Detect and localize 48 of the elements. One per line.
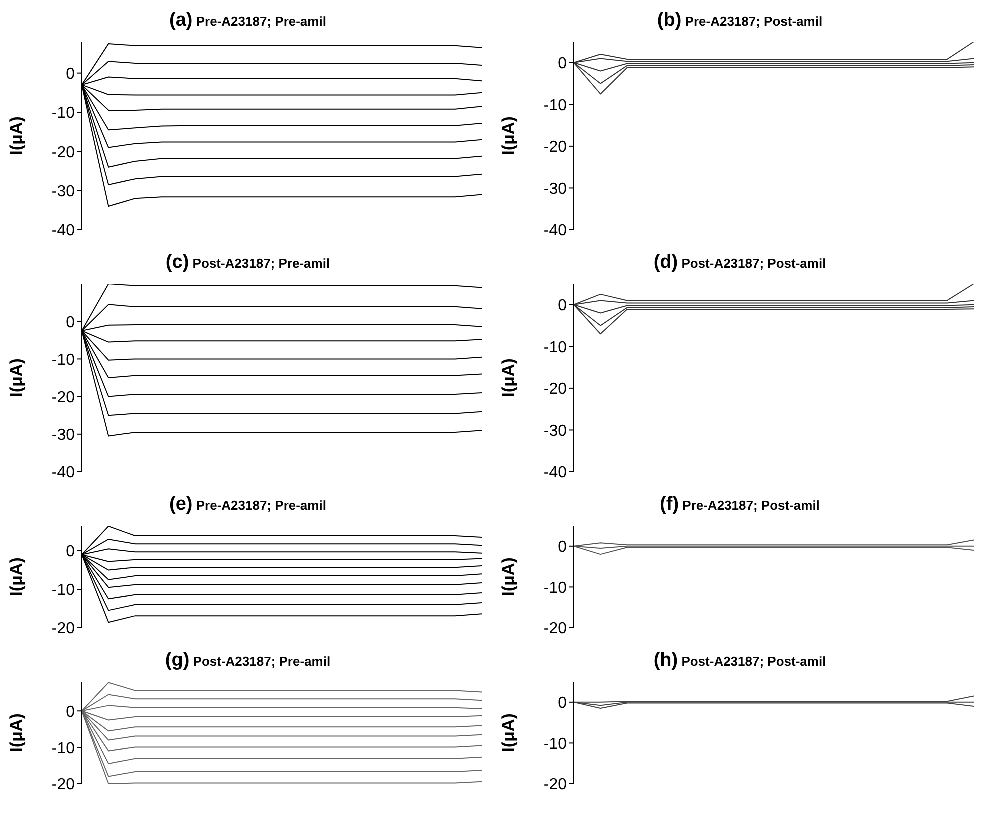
y-tick-label: -40 xyxy=(52,222,76,240)
y-tick-label: -10 xyxy=(52,740,76,758)
y-axis-title: I(μA) xyxy=(7,714,26,752)
y-tick-label: -10 xyxy=(52,352,76,369)
chart-title: (f) Pre-A23187; Post-amil xyxy=(660,494,820,515)
y-tick-label: 0 xyxy=(66,704,76,721)
y-tick-label: 0 xyxy=(66,314,76,332)
y-tick-label: -20 xyxy=(52,776,76,794)
y-tick-label: -20 xyxy=(52,620,76,638)
y-tick-label: -10 xyxy=(544,580,568,597)
y-tick-label: 0 xyxy=(558,298,568,315)
y-tick-label: -20 xyxy=(544,139,568,156)
y-tick-label: 0 xyxy=(66,66,76,84)
chart-title: (b) Pre-A23187; Post-amil xyxy=(657,10,823,31)
y-axis-title: I(μA) xyxy=(499,358,518,398)
y-axis-title: I(μA) xyxy=(7,558,26,596)
y-tick-label: -20 xyxy=(52,389,76,406)
y-tick-label: 0 xyxy=(66,544,76,561)
chart-title: (d) Post-A23187; Post-amil xyxy=(654,252,826,273)
y-tick-label: -10 xyxy=(52,105,76,122)
y-tick-label: -40 xyxy=(544,464,568,482)
y-tick-label: 0 xyxy=(558,539,568,556)
chart-title: (g) Post-A23187; Pre-amil xyxy=(165,650,331,671)
y-tick-label: -40 xyxy=(544,222,568,240)
y-tick-label: -20 xyxy=(544,776,568,794)
y-tick-label: -10 xyxy=(544,97,568,114)
y-tick-label: -30 xyxy=(52,184,76,201)
y-tick-label: -20 xyxy=(544,620,568,638)
y-tick-label: -30 xyxy=(52,427,76,444)
y-axis-title: I(μA) xyxy=(499,116,518,156)
y-tick-label: -10 xyxy=(544,339,568,356)
y-tick-label: -10 xyxy=(544,736,568,753)
y-axis-title: I(μA) xyxy=(499,558,518,596)
chart-title: (c) Post-A23187; Pre-amil xyxy=(166,252,330,273)
chart-title: (e) Pre-A23187; Pre-amil xyxy=(170,494,326,515)
y-tick-label: -30 xyxy=(544,422,568,440)
chart-title: (a) Pre-A23187; Pre-amil xyxy=(170,10,326,31)
y-axis-title: I(μA) xyxy=(7,116,26,156)
y-tick-label: -30 xyxy=(544,180,568,198)
y-tick-label: 0 xyxy=(558,56,568,73)
y-axis-title: I(μA) xyxy=(7,358,26,398)
y-tick-label: -20 xyxy=(52,144,76,162)
chart-title: (h) Post-A23187; Post-amil xyxy=(654,650,826,671)
y-axis-title: I(μA) xyxy=(499,714,518,752)
y-tick-label: -20 xyxy=(544,381,568,398)
y-tick-label: -10 xyxy=(52,582,76,600)
y-tick-label: 0 xyxy=(558,695,568,712)
y-tick-label: -40 xyxy=(52,464,76,482)
